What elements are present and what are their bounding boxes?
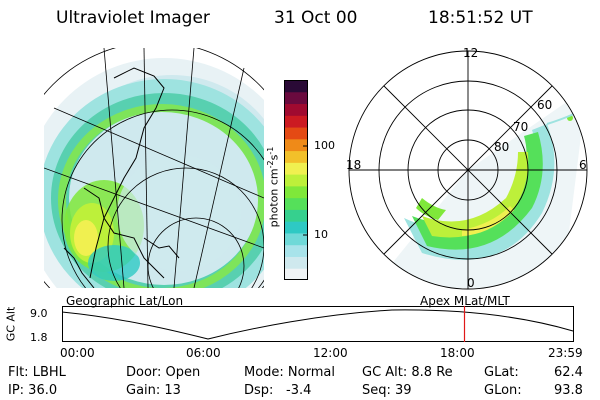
colorbar-swatch xyxy=(284,209,308,222)
observation-time: 18:51:52 UT xyxy=(428,8,533,28)
colorbar-tick-100: 100 xyxy=(314,139,335,152)
mlt-label-18: 18 xyxy=(346,158,362,172)
colorbar-swatch xyxy=(284,162,308,175)
colorbar-unit-label: photon cm-2s-1 xyxy=(266,146,281,228)
polar-caption: Apex MLat/MLT xyxy=(420,294,510,308)
status-dsp-value: -3.4 xyxy=(286,383,312,398)
polar-mlat-mlt-image xyxy=(348,50,588,290)
colorbar-swatch xyxy=(284,138,308,152)
geographic-image xyxy=(44,48,264,288)
status-glon-value: 93.8 xyxy=(554,383,583,398)
colorbar-swatch xyxy=(284,150,308,163)
timeline-xtick-1800: 18:00 xyxy=(440,346,475,360)
colorbar-swatch xyxy=(284,115,308,128)
mlt-label-12: 12 xyxy=(463,46,479,60)
status-glat-label: GLat: xyxy=(484,365,519,380)
timeline-ytick-high: 9.0 xyxy=(30,307,48,320)
colorbar-swatch xyxy=(284,91,308,105)
mlat-label-60: 60 xyxy=(537,98,553,112)
status-mode: Mode: Normal xyxy=(244,365,335,380)
status-dsp-label: Dsp: xyxy=(244,383,274,398)
status-glon-label: GLon: xyxy=(484,383,522,398)
status-gc-alt: GC Alt: 8.8 Re xyxy=(362,365,453,380)
colorbar-swatch xyxy=(284,232,308,246)
timeline-xtick-0600: 06:00 xyxy=(186,346,221,360)
timeline-xtick-2359: 23:59 xyxy=(548,346,583,360)
colorbar-swatch xyxy=(284,268,308,280)
orbit-altitude-curve xyxy=(62,309,574,340)
colorbar-swatch xyxy=(284,185,308,199)
mlt-label-0: 0 xyxy=(467,276,475,290)
colorbar-swatch xyxy=(284,127,308,140)
status-ip: IP: 36.0 xyxy=(8,383,58,398)
timeline-xtick-0000: 00:00 xyxy=(60,346,95,360)
timeline-frame xyxy=(62,306,574,342)
orbit-altitude-timeline xyxy=(62,306,574,342)
instrument-title: Ultraviolet Imager xyxy=(56,8,210,28)
status-glat-value: 62.4 xyxy=(554,365,583,380)
colorbar-swatch xyxy=(284,80,308,93)
status-seq: Seq: 39 xyxy=(362,383,412,398)
colorbar-swatch xyxy=(284,244,308,257)
colorbar-swatch xyxy=(284,103,308,116)
geographic-caption: Geographic Lat/Lon xyxy=(66,294,184,308)
timeline-ytick-low: 1.8 xyxy=(30,331,48,344)
timeline-xtick-1200: 12:00 xyxy=(313,346,348,360)
colorbar-swatch xyxy=(284,174,308,187)
colorbar-swatch xyxy=(284,221,308,234)
colorbar-swatch xyxy=(284,197,308,210)
status-filter: Flt: LBHL xyxy=(8,365,66,380)
mlat-label-70: 70 xyxy=(513,120,529,134)
status-gain: Gain: 13 xyxy=(126,383,181,398)
mlat-label-80: 80 xyxy=(494,140,510,154)
colorbar-tick-10: 10 xyxy=(314,228,328,241)
colorbar-frame xyxy=(284,80,308,280)
observation-date: 31 Oct 00 xyxy=(274,8,358,28)
timeline-ylabel: GC Alt xyxy=(4,306,18,342)
colorbar-swatch xyxy=(284,256,308,269)
status-door: Door: Open xyxy=(126,365,201,380)
mlt-label-6: 6 xyxy=(579,158,587,172)
intensity-colorbar xyxy=(284,80,308,280)
